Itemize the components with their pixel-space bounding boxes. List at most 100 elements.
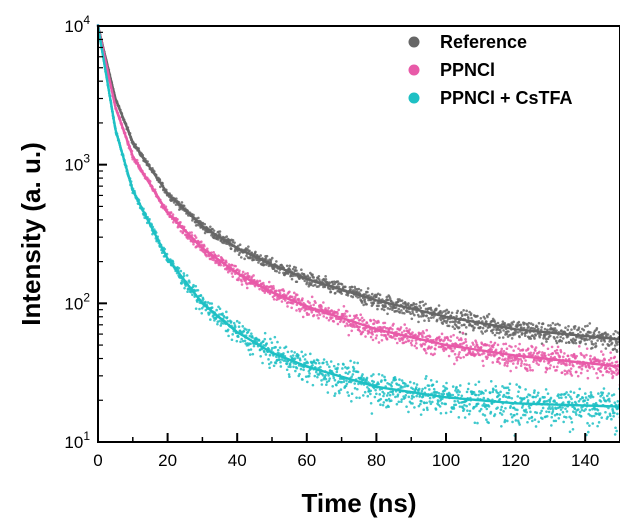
- data-point: [479, 326, 482, 329]
- data-point: [614, 329, 617, 333]
- data-point: [336, 362, 340, 366]
- data-point: [419, 331, 423, 335]
- data-point: [541, 417, 544, 420]
- data-point: [363, 300, 367, 304]
- data-point: [216, 322, 219, 326]
- data-point: [493, 413, 497, 416]
- data-point: [569, 370, 572, 373]
- data-point: [609, 367, 612, 371]
- data-point: [576, 408, 580, 411]
- data-point: [544, 370, 548, 374]
- data-point: [491, 390, 495, 394]
- data-point: [510, 396, 514, 400]
- data-point: [318, 313, 322, 316]
- data-point: [597, 392, 600, 395]
- data-point: [520, 406, 524, 409]
- data-point: [410, 317, 414, 321]
- data-point: [319, 365, 322, 369]
- data-point: [432, 338, 435, 342]
- data-point: [567, 341, 571, 344]
- data-point: [400, 400, 403, 404]
- data-point: [324, 377, 328, 381]
- data-point: [244, 272, 247, 276]
- data-point: [359, 318, 362, 322]
- data-point: [520, 362, 523, 365]
- data-point: [506, 386, 510, 389]
- data-point: [556, 345, 560, 349]
- data-point: [558, 355, 562, 358]
- data-point: [304, 353, 307, 356]
- data-point: [286, 301, 290, 304]
- data-point: [444, 348, 448, 351]
- data-point: [313, 283, 317, 287]
- data-point: [461, 331, 465, 335]
- data-point: [571, 427, 575, 431]
- data-point: [559, 335, 562, 339]
- data-point: [591, 395, 595, 399]
- data-point: [466, 409, 469, 412]
- data-point: [497, 360, 500, 363]
- data-point: [517, 320, 521, 324]
- data-point: [548, 400, 552, 404]
- data-point: [616, 340, 620, 344]
- data-point: [328, 365, 331, 369]
- data-point: [417, 387, 421, 391]
- data-point: [344, 384, 348, 388]
- data-point: [499, 330, 502, 334]
- data-point: [482, 364, 485, 368]
- data-point: [580, 353, 583, 357]
- data-point: [470, 316, 473, 320]
- data-point: [442, 385, 445, 388]
- data-point: [327, 379, 331, 383]
- data-point: [512, 320, 515, 324]
- data-point: [444, 411, 448, 415]
- data-point: [293, 351, 296, 354]
- data-point: [385, 337, 389, 341]
- data-point: [222, 258, 225, 262]
- data-point: [346, 324, 350, 327]
- data-point: [334, 392, 337, 395]
- data-point: [327, 318, 331, 322]
- data-point: [556, 412, 559, 416]
- data-point: [218, 230, 222, 233]
- data-point: [343, 312, 347, 315]
- data-point: [540, 326, 543, 329]
- data-point: [613, 371, 616, 375]
- data-point: [472, 343, 475, 346]
- data-point: [247, 328, 251, 332]
- data-point: [350, 400, 353, 403]
- data-point: [506, 362, 509, 365]
- data-point: [478, 353, 482, 357]
- data-point: [326, 391, 330, 394]
- data-point: [410, 339, 414, 342]
- data-point: [511, 362, 515, 365]
- data-point: [584, 342, 587, 346]
- data-point: [559, 350, 563, 354]
- data-point: [527, 321, 531, 325]
- data-point: [372, 301, 376, 305]
- data-point: [528, 393, 532, 397]
- data-point: [547, 353, 551, 357]
- data-point: [551, 408, 555, 411]
- data-point: [427, 384, 431, 387]
- data-point: [523, 413, 527, 417]
- data-point: [194, 236, 198, 239]
- data-point: [261, 281, 265, 285]
- data-point: [403, 323, 407, 326]
- data-point: [375, 392, 378, 396]
- data-point: [269, 361, 273, 364]
- data-point: [397, 337, 401, 340]
- data-point: [284, 299, 287, 302]
- plot-frame: [97, 25, 620, 443]
- data-point: [307, 313, 311, 316]
- data-point: [586, 398, 590, 402]
- data-point: [547, 410, 551, 414]
- data-point: [578, 387, 581, 391]
- data-point: [390, 381, 394, 384]
- data-point: [287, 373, 291, 376]
- data-point: [546, 392, 550, 395]
- data-point: [225, 310, 228, 314]
- data-point: [342, 363, 345, 366]
- data-point: [580, 337, 584, 341]
- data-point: [412, 395, 415, 399]
